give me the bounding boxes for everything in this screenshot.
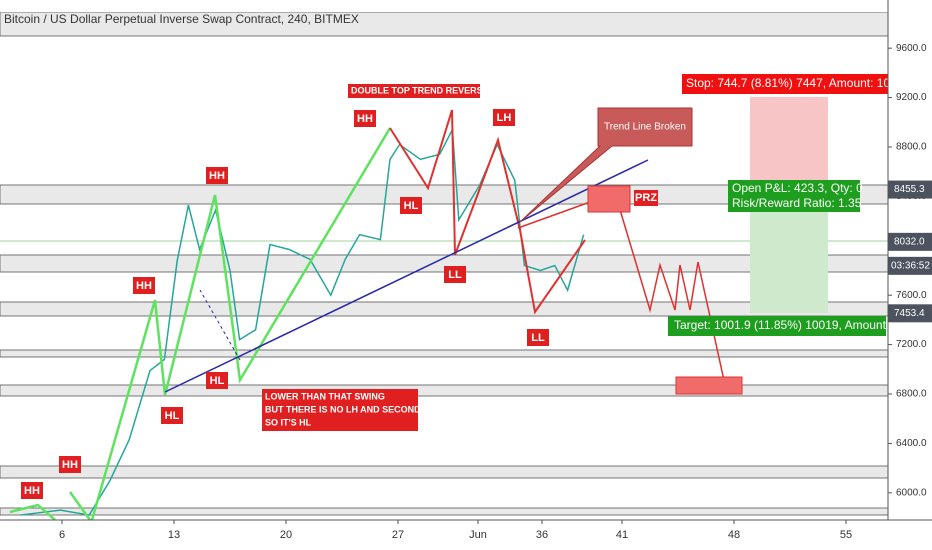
- pnl-text: Open P&L: 423.3, Qty: 0: [732, 181, 863, 195]
- pattern-label: HH: [357, 113, 373, 125]
- y-tick-label: 6800.0: [896, 389, 927, 400]
- pattern-label: HH: [62, 459, 78, 471]
- price-marker: [888, 232, 932, 251]
- x-tick-label: 41: [616, 529, 628, 541]
- label-box: [527, 329, 549, 346]
- zone: [0, 384, 889, 397]
- label-box: [161, 407, 183, 424]
- y-tick-label: 6000.0: [896, 487, 927, 498]
- annotation: SO IT'S HL: [265, 417, 312, 427]
- y-tick-label: 9200.0: [896, 92, 927, 103]
- zone: [0, 465, 889, 479]
- pnl-box: [728, 180, 860, 212]
- pattern-label: LL: [448, 269, 462, 281]
- label-box: [354, 110, 376, 127]
- label-box: [400, 197, 422, 214]
- label-box: [59, 456, 81, 473]
- drawings: [9, 109, 726, 521]
- price-marker: [888, 180, 932, 199]
- callout: [519, 107, 693, 223]
- y-tick-label: 6400.0: [896, 438, 927, 449]
- stop-box: [682, 74, 888, 94]
- header: [0, 0, 888, 12]
- x-tick-label: Jun: [469, 529, 487, 541]
- arrow: [199, 289, 241, 361]
- price-marker-label: 8032.0: [894, 236, 925, 247]
- y-tick-label: 8800.0: [896, 142, 927, 153]
- x-tick-label: 20: [280, 529, 292, 541]
- label-box: [348, 84, 480, 98]
- trend-line: [164, 159, 649, 393]
- callout-text: Trend Line Broken: [604, 122, 686, 133]
- label-box: [493, 109, 515, 126]
- target-box: [675, 376, 743, 395]
- countdown: 03:36:52: [891, 260, 930, 271]
- target-label-box: [668, 316, 886, 336]
- y-tick-label: 7600.0: [896, 290, 927, 301]
- countdown-box: [888, 256, 932, 275]
- zigzag: [68, 491, 92, 521]
- y-tick-label: 9600.0: [896, 43, 927, 54]
- y-tick-label: 7200.0: [896, 339, 927, 350]
- price-marker: [888, 304, 932, 323]
- x-tick-label: 55: [840, 529, 852, 541]
- x-tick-label: 36: [536, 529, 548, 541]
- projection: [517, 192, 726, 386]
- zigzag: [9, 503, 56, 521]
- label-box: [444, 266, 466, 283]
- pattern-label: HH: [209, 170, 225, 182]
- chart-title: Bitcoin / US Dollar Perpetual Inverse Sw…: [4, 12, 359, 26]
- prz-box: [587, 185, 631, 213]
- rr-text: Risk/Reward Ratio: 1.35: [732, 196, 862, 210]
- annotation: PRZ: [635, 192, 657, 204]
- zone: [0, 349, 889, 358]
- pattern-label: HH: [24, 485, 40, 497]
- axes: 6000.06400.06800.07200.07600.08000.08400…: [59, 43, 932, 541]
- labels: HH HH HH HL HH HL HH HL LL LH LL DOUBLE …: [21, 74, 890, 499]
- label-box: [262, 389, 418, 431]
- plot: [20, 126, 585, 516]
- pattern-label: HH: [136, 280, 152, 292]
- label-box: [21, 482, 43, 499]
- annotation: LOWER THAN THAT SWING: [265, 391, 385, 401]
- x-tick-label: 6: [59, 529, 65, 541]
- price-marker-label: 8455.3: [894, 184, 925, 195]
- zigzag-red: [389, 109, 586, 315]
- zone: [0, 11, 889, 37]
- label-box: [206, 372, 228, 389]
- zone: [0, 507, 889, 516]
- label-box: [634, 190, 658, 206]
- pattern-label: HL: [165, 410, 180, 422]
- label-box: [206, 167, 228, 184]
- x-tick-label: 13: [168, 529, 180, 541]
- price-line: [20, 126, 585, 516]
- x-tick-label: 48: [728, 529, 740, 541]
- annotation: DOUBLE TOP TREND REVERSAL: [351, 85, 495, 95]
- pattern-label: LL: [531, 332, 545, 344]
- stop-zone: [750, 97, 828, 189]
- pattern-label: LH: [497, 112, 512, 124]
- stop-text: Stop: 744.7 (8.81%) 7447, Amount: 10: [686, 76, 890, 90]
- pattern-label: HL: [404, 200, 419, 212]
- zigzag: [90, 127, 392, 521]
- label-box: [133, 277, 155, 294]
- target-text: Target: 1001.9 (11.85%) 10019, Amount:: [674, 318, 889, 332]
- annotation: BUT THERE IS NO LH AND SECOND LL: [265, 404, 435, 414]
- x-tick-label: 27: [392, 529, 404, 541]
- price-marker-label: 7453.4: [894, 308, 925, 319]
- pattern-label: HL: [210, 375, 225, 387]
